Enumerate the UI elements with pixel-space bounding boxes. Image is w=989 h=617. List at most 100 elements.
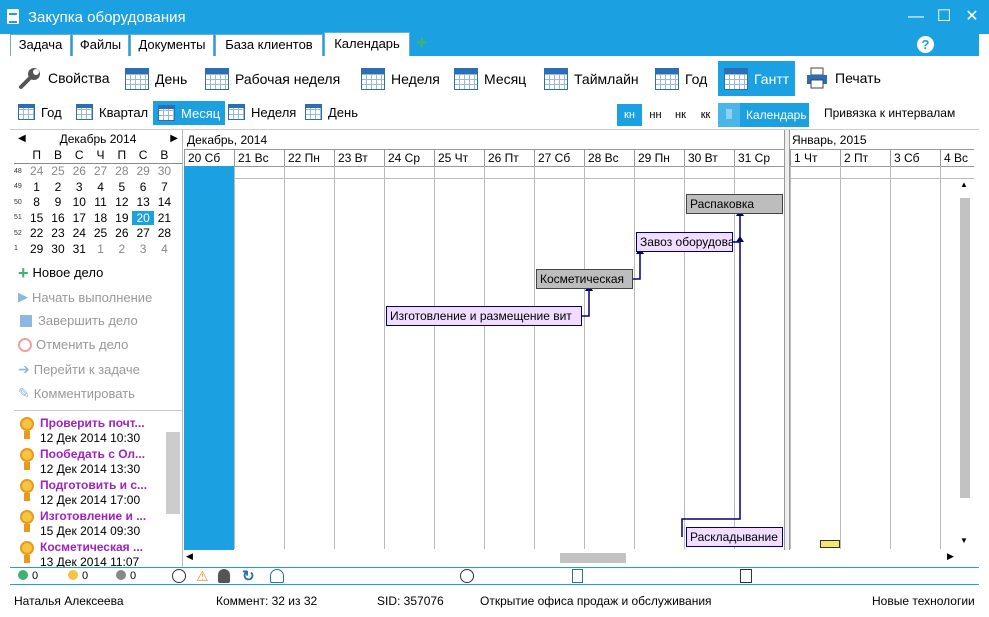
- minimize-button[interactable]: —: [908, 8, 924, 25]
- calendar-day[interactable]: 30: [51, 241, 65, 256]
- tab-files[interactable]: Файлы: [72, 34, 129, 56]
- month-view-button[interactable]: Месяц: [454, 68, 526, 90]
- calendar-day[interactable]: 28: [157, 226, 172, 241]
- calendar-day[interactable]: 10: [72, 195, 86, 210]
- task-list-scrollbar[interactable]: [166, 432, 180, 514]
- tab-calendar[interactable]: Календарь: [324, 32, 410, 56]
- calendar-day[interactable]: 1: [33, 179, 40, 194]
- calendar-day[interactable]: 17: [72, 210, 86, 225]
- user-alert-icon[interactable]: [218, 569, 230, 583]
- scroll-up-icon[interactable]: ▲: [960, 180, 968, 189]
- range-month-button[interactable]: Месяц: [153, 101, 226, 125]
- link-kn-button[interactable]: кн: [617, 104, 642, 126]
- calendar-day[interactable]: 30: [157, 164, 172, 179]
- gantt-bar-showcase[interactable]: Изготовление и размещение вит: [386, 306, 582, 326]
- range-day-button[interactable]: День: [305, 104, 358, 120]
- gantt-bar-equipment-delivery[interactable]: Завоз оборудования: [636, 232, 733, 252]
- print-button[interactable]: Печать: [805, 66, 881, 90]
- calendar-day[interactable]: 2: [54, 179, 62, 194]
- calendar-day[interactable]: 18: [93, 210, 108, 225]
- refresh-icon[interactable]: ↻: [242, 568, 255, 585]
- users-icon[interactable]: [270, 569, 284, 583]
- calendar-day[interactable]: 3: [139, 241, 147, 256]
- calendar-day[interactable]: 23: [51, 226, 65, 241]
- range-quarter-button[interactable]: Квартал: [76, 104, 148, 120]
- range-week-button[interactable]: Неделя: [228, 104, 296, 120]
- calendar-day[interactable]: 16: [51, 210, 65, 225]
- calendar-day[interactable]: 24: [72, 226, 86, 241]
- maximize-button[interactable]: ☐: [936, 8, 952, 25]
- goto-task-button[interactable]: ➔ Перейти к задаче: [18, 361, 140, 378]
- calendar-day[interactable]: 13: [136, 195, 150, 210]
- calendar-day[interactable]: 2: [118, 241, 126, 256]
- vertical-scrollbar[interactable]: ▲ ▼: [958, 180, 972, 550]
- task-list-item[interactable]: Изготовление и ... 15 Дек 2014 09:30: [18, 509, 163, 539]
- task-list-item[interactable]: Косметическая ... 13 Дек 2014 11:07: [18, 540, 163, 567]
- calendar-day[interactable]: 19: [115, 210, 129, 225]
- calendar-day[interactable]: 4: [97, 179, 104, 194]
- calendar-day[interactable]: 11: [94, 195, 107, 210]
- task-list-item[interactable]: Подготовить и с... 12 Дек 2014 17:00: [18, 478, 163, 508]
- bind-intervals-button[interactable]: Привязка к интервалам: [824, 106, 956, 120]
- horizontal-scroll-thumb[interactable]: [560, 553, 626, 563]
- gantt-bar-unpacking[interactable]: Распаковка: [686, 194, 783, 214]
- calendar-toggle-button[interactable]: Календарь: [718, 103, 809, 127]
- gantt-view-button[interactable]: Гантт: [718, 61, 796, 96]
- clock-icon[interactable]: [172, 569, 186, 583]
- scroll-down-icon[interactable]: ▼: [960, 536, 968, 545]
- timeline-view-button[interactable]: Таймлайн: [544, 68, 639, 90]
- document-icon[interactable]: [740, 569, 752, 583]
- tab-clients[interactable]: База клиентов: [215, 34, 323, 56]
- calendar-day[interactable]: 12: [115, 195, 129, 210]
- link-nn-button[interactable]: нн: [649, 109, 662, 121]
- calendar-day[interactable]: 27: [136, 226, 150, 241]
- calendar-day[interactable]: 6: [139, 179, 147, 194]
- finish-task-button[interactable]: Завершить дело: [18, 313, 138, 328]
- scroll-left-icon[interactable]: ◀: [186, 551, 193, 561]
- scroll-right-icon[interactable]: ▶: [947, 551, 954, 561]
- range-year-button[interactable]: Год: [18, 104, 62, 120]
- help-icon[interactable]: ?: [917, 36, 934, 53]
- year-view-button[interactable]: Год: [655, 68, 707, 90]
- calendar-day[interactable]: 15: [29, 210, 44, 225]
- link-nk-button[interactable]: нк: [675, 109, 686, 121]
- calendar-day[interactable]: 26: [115, 226, 129, 241]
- calendar-day[interactable]: 31: [72, 241, 86, 256]
- calendar-day[interactable]: 1: [97, 241, 104, 256]
- calendar-day[interactable]: 21: [157, 210, 172, 225]
- calendar-day[interactable]: 20: [132, 210, 154, 225]
- calendar-day[interactable]: 14: [157, 195, 172, 210]
- add-tab-icon[interactable]: +: [416, 32, 428, 54]
- next-month-icon[interactable]: ▶: [170, 133, 178, 144]
- calendar-day[interactable]: 26: [72, 164, 86, 179]
- building-icon[interactable]: [572, 569, 583, 583]
- calendar-day[interactable]: 29: [29, 241, 44, 256]
- time-icon[interactable]: [460, 569, 474, 583]
- tab-task[interactable]: Задача: [10, 34, 71, 56]
- vertical-scroll-thumb[interactable]: [960, 198, 970, 498]
- close-button[interactable]: ✕: [965, 8, 979, 25]
- new-task-button[interactable]: + Новое дело: [18, 264, 103, 282]
- workweek-view-button[interactable]: Рабочая неделя: [205, 68, 340, 90]
- calendar-day[interactable]: 9: [54, 195, 62, 210]
- gantt-bar-cosmetic[interactable]: Косметическая: [536, 269, 633, 289]
- calendar-day[interactable]: 8: [33, 195, 40, 210]
- link-kk-button[interactable]: кк: [700, 109, 711, 121]
- calendar-day[interactable]: 7: [161, 179, 168, 194]
- comment-button[interactable]: ✎ Комментировать: [18, 385, 135, 402]
- calendar-day[interactable]: 27: [93, 164, 108, 179]
- calendar-day[interactable]: 22: [29, 226, 44, 241]
- start-task-button[interactable]: ▶ Начать выполнение: [18, 289, 152, 305]
- calendar-day[interactable]: 28: [115, 164, 129, 179]
- cancel-task-button[interactable]: Отменить дело: [18, 337, 128, 352]
- calendar-day[interactable]: 25: [93, 226, 108, 241]
- calendar-day[interactable]: 5: [118, 179, 126, 194]
- calendar-day[interactable]: 4: [161, 241, 168, 256]
- calendar-day[interactable]: 3: [75, 179, 83, 194]
- task-list-item[interactable]: Пообедать с Ол... 12 Дек 2014 13:30: [18, 447, 163, 477]
- calendar-day[interactable]: 29: [136, 164, 150, 179]
- calendar-day[interactable]: 24: [29, 164, 44, 179]
- prev-month-icon[interactable]: ◀: [18, 133, 26, 144]
- calendar-day[interactable]: 25: [51, 164, 65, 179]
- warning-icon[interactable]: ⚠: [196, 568, 209, 584]
